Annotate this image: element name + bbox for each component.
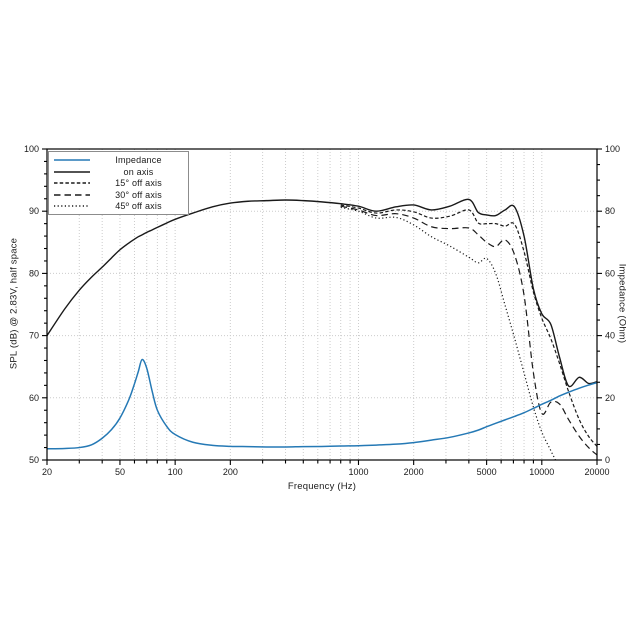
legend-line-sample <box>54 205 90 207</box>
legend-item-label: on axis <box>123 166 154 177</box>
y-right-axis-title: Impedance (Ohm) <box>616 263 628 344</box>
legend-line-sample <box>54 159 90 161</box>
legend-item-label: 15° off axis <box>115 178 162 188</box>
legend-line-sample <box>54 193 90 196</box>
legend-item: on axis <box>52 166 185 177</box>
y-left-tick-label: 90 <box>29 206 39 216</box>
y-right-tick-label: 20 <box>605 393 615 403</box>
x-tick-label: 1000 <box>348 467 368 477</box>
legend-item: Impedance <box>52 155 185 166</box>
y-right-tick-label: 40 <box>605 331 615 341</box>
x-tick-label: 20000 <box>584 467 609 477</box>
y-left-tick-label: 50 <box>29 455 39 465</box>
legend-item: 15° off axis <box>52 178 185 189</box>
legend-line-sample <box>54 170 90 173</box>
y-right-tick-label: 60 <box>605 268 615 278</box>
x-axis-title: Frequency (Hz) <box>287 481 357 492</box>
x-tick-label: 200 <box>223 467 238 477</box>
x-tick-label: 5000 <box>477 467 497 477</box>
y-left-tick-label: 80 <box>29 268 39 278</box>
y-left-tick-label: 60 <box>29 393 39 403</box>
legend-item: 45º off axis <box>52 201 185 212</box>
x-tick-label: 50 <box>115 467 125 477</box>
y-right-tick-label: 0 <box>605 455 610 465</box>
y-right-tick-label: 80 <box>605 206 615 216</box>
x-tick-label: 100 <box>168 467 183 477</box>
legend-item-label: 45º off axis <box>115 201 162 211</box>
x-tick-label: 20 <box>42 467 52 477</box>
curve-15-off-axis <box>340 204 597 447</box>
y-right-tick-label: 100 <box>605 144 620 154</box>
x-tick-label: 10000 <box>529 467 554 477</box>
legend-line-sample <box>54 182 90 184</box>
curve-45-off-axis <box>340 206 557 460</box>
x-tick-label: 2000 <box>404 467 424 477</box>
legend-item-label: Impedance <box>115 155 162 165</box>
legend-item: 30° off axis <box>52 189 185 200</box>
legend-item-label: 30° off axis <box>115 189 162 200</box>
y-left-tick-label: 100 <box>24 144 39 154</box>
y-left-axis-title: SPL (dB) @ 2.83V, half space <box>8 237 20 370</box>
curve-30-off-axis <box>340 205 597 456</box>
legend: Impedance on axis 15° off axis 30° off axis… <box>48 151 189 215</box>
curve-on-axis <box>47 198 597 388</box>
curve-impedance <box>47 358 597 450</box>
y-left-tick-label: 70 <box>29 331 39 341</box>
